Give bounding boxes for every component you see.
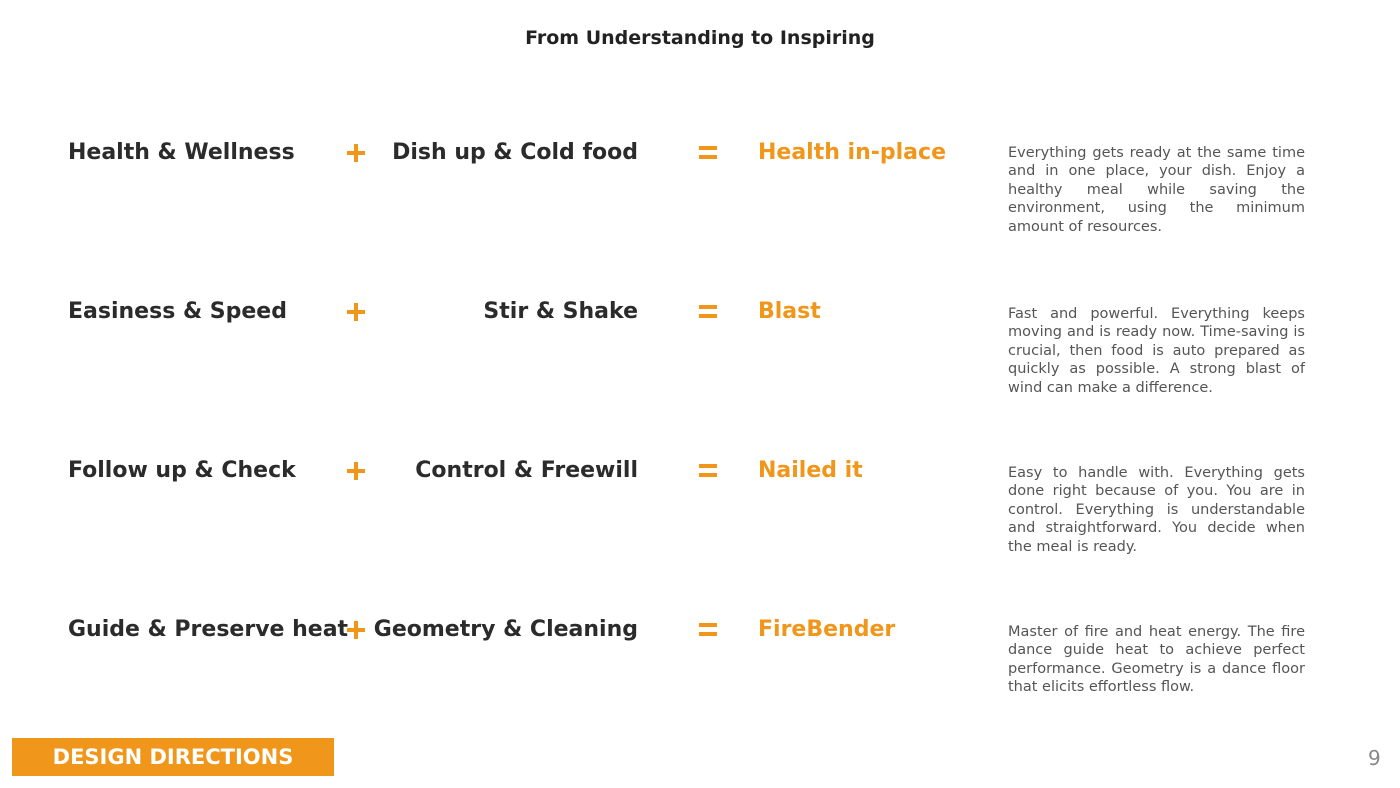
page-number: 9 — [1368, 746, 1381, 770]
slide-title: From Understanding to Inspiring — [525, 27, 875, 49]
input-left: Health & Wellness — [68, 140, 295, 165]
equals-icon — [699, 623, 717, 627]
plus-icon — [354, 621, 358, 639]
equals-icon — [699, 473, 717, 477]
input-right: Control & Freewill — [415, 458, 638, 483]
equals-icon — [699, 314, 717, 318]
result: Nailed it — [758, 458, 863, 483]
plus-icon — [354, 144, 358, 162]
section-label: DESIGN DIRECTIONS — [12, 738, 334, 776]
result: FireBender — [758, 617, 896, 642]
description: Master of fire and heat energy. The fire… — [1008, 624, 1305, 696]
input-left: Guide & Preserve heat — [68, 617, 349, 642]
description: Fast and powerful. Everything keeps movi… — [1008, 306, 1305, 396]
description: Everything gets ready at the same time a… — [1008, 145, 1305, 235]
equals-icon — [699, 146, 717, 150]
input-left: Easiness & Speed — [68, 299, 287, 324]
result: Blast — [758, 299, 821, 324]
description: Easy to handle with. Everything gets don… — [1008, 465, 1305, 555]
result: Health in-place — [758, 140, 946, 165]
plus-icon — [354, 303, 358, 321]
input-right: Geometry & Cleaning — [373, 617, 638, 642]
equals-icon — [699, 305, 717, 309]
equals-icon — [699, 464, 717, 468]
plus-icon — [354, 462, 358, 480]
equals-icon — [699, 632, 717, 636]
input-left: Follow up & Check — [68, 458, 296, 483]
input-right: Dish up & Cold food — [392, 140, 638, 165]
equals-icon — [699, 155, 717, 159]
input-right: Stir & Shake — [483, 299, 638, 324]
